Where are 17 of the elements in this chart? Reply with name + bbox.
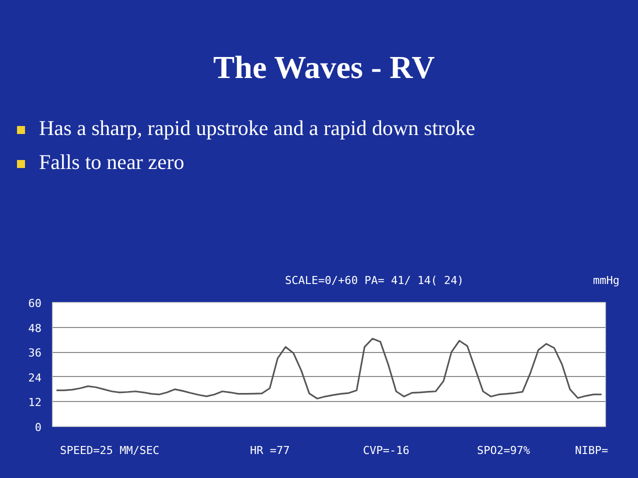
y-tick-label: 12: [28, 396, 42, 410]
text: mmHg: [593, 273, 620, 289]
y-tick-label: 48: [28, 322, 42, 335]
text: Has a sharp, rapid upstroke and a rapid down stroke: [38, 114, 476, 142]
y-tick-label: 36: [28, 346, 42, 360]
line-series: [56, 338, 602, 400]
text: CVP=-16: [363, 443, 410, 459]
text: SPEED=25 MM/SEC: [60, 443, 160, 459]
text: NIBP=: [575, 443, 608, 459]
y-tick-label: 60: [28, 297, 42, 310]
text: Falls to near zero: [38, 148, 186, 176]
chart-title: The Waves - RV: [212, 48, 436, 87]
text: SPO2=97%: [477, 443, 530, 459]
y-tick-label: 0: [34, 421, 42, 434]
y-tick-label: 24: [28, 371, 42, 384]
text: SCALE=0/+60 PA= 41/ 14( 24): [285, 273, 464, 289]
text: HR =77: [250, 443, 290, 459]
